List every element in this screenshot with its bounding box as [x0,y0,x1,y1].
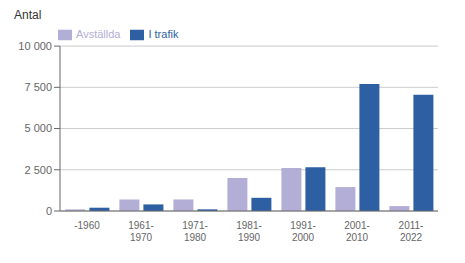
svg-text:5 000: 5 000 [24,122,52,134]
svg-text:0: 0 [46,205,52,217]
svg-text:7 500: 7 500 [24,81,52,93]
html-text:Avställda: Avställda [76,28,121,40]
svg-text:1981-1990: 1981-1990 [236,220,262,243]
svg-text:1991-2000: 1991-2000 [290,220,316,243]
svg-text:10 000: 10 000 [18,40,52,52]
svg-text:1971-1980: 1971-1980 [182,220,208,243]
html-text:I trafik: I trafik [148,28,179,40]
svg-text:2001-2010: 2001-2010 [344,220,370,243]
svg-text:2 500: 2 500 [24,164,52,176]
svg-text:1961-1970: 1961-1970 [128,220,154,243]
svg-text:2011-2022: 2011-2022 [399,220,424,243]
svg-text:-1960: -1960 [74,220,100,231]
html-text:Antal: Antal [14,8,42,22]
